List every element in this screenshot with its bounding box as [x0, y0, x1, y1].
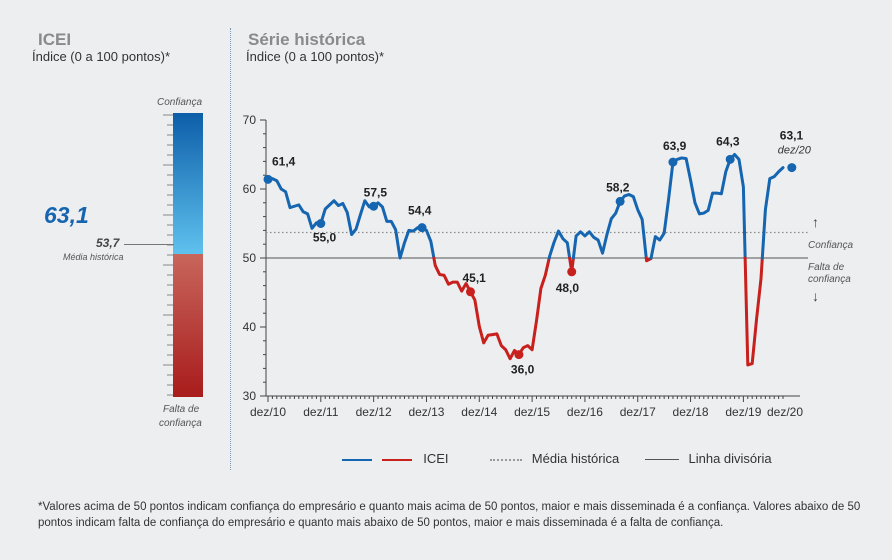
line-chart: 30 40 50 60 70 dez/10 dez/11 dez/12 dez/13 dez/14…	[243, 113, 812, 419]
annotation-label: 61,4	[272, 154, 296, 168]
gauge-bar	[173, 113, 203, 397]
confidence-label: Confiança	[808, 240, 854, 251]
icei-line-confidence	[547, 229, 572, 260]
annotation-label: 57,5	[364, 185, 388, 199]
annotation-label: 58,2	[606, 180, 630, 194]
left-panel-title: ICEI	[38, 30, 72, 49]
legend-mean-swatch	[490, 458, 523, 461]
y-tick-label: 30	[243, 389, 257, 403]
annotation-label: 36,0	[511, 363, 535, 377]
x-tick-label: dez/13	[408, 405, 444, 419]
legend-icei-label: ICEI	[423, 451, 449, 466]
annotation-label: 55,0	[313, 231, 337, 245]
annotation-marker	[725, 154, 735, 164]
x-tick-label: dez/11	[303, 405, 338, 419]
legend-icei-swatch-blue	[342, 458, 372, 461]
gauge-ticks	[163, 114, 173, 396]
gauge-bottom-label-1: Falta de	[163, 404, 200, 415]
annotation-sublabel: dez/20	[778, 145, 812, 157]
icei-line-confidence	[266, 177, 436, 260]
icei-line-lack	[743, 256, 764, 367]
gauge-top-label: Confiança	[157, 97, 203, 108]
annotation-label: 48,0	[556, 281, 580, 295]
y-tick-label: 60	[243, 182, 257, 196]
annotation-marker	[514, 350, 524, 360]
legend-mean-label: Média histórica	[531, 451, 620, 466]
annotation-label: 64,3	[716, 134, 740, 148]
x-tick-label: dez/14	[461, 405, 497, 419]
x-tick-label: dez/10	[250, 405, 286, 419]
legend-icei-swatch-red	[381, 458, 412, 461]
x-tick-label: dez/12	[356, 405, 392, 419]
annotation-marker	[787, 163, 797, 173]
annotation-label: 63,9	[663, 139, 687, 153]
historical-mean-value: 53,7	[96, 236, 120, 250]
gauge-confidence-zone	[173, 113, 203, 254]
annotation-label: 63,1	[780, 129, 804, 143]
legend-divider-label: Linha divisória	[688, 451, 772, 466]
gauge-lack-zone	[173, 254, 203, 397]
current-value: 63,1	[44, 202, 89, 228]
panel-divider	[230, 28, 231, 470]
lack-label-1: Falta de	[808, 262, 845, 273]
historical-mean-pointer	[124, 244, 174, 245]
annotation-label: 45,1	[462, 271, 486, 285]
icei-line-lack	[432, 256, 551, 361]
chart-subtitle: Índice (0 a 100 pontos)*	[246, 49, 385, 64]
lack-label-2: confiança	[808, 274, 851, 285]
annotation-marker	[668, 157, 678, 167]
annotation-marker	[316, 219, 326, 228]
icei-line-confidence	[571, 193, 648, 260]
legend-divider-swatch	[644, 459, 679, 461]
up-arrow-icon: ↑	[812, 214, 819, 230]
annotation-marker	[615, 196, 625, 206]
gauge-bottom-label-2: confiança	[159, 418, 202, 429]
x-tick-label: dez/17	[620, 405, 656, 419]
x-tick-label: dez/18	[673, 405, 709, 419]
annotation-marker	[567, 267, 577, 277]
annotation-marker	[417, 223, 427, 233]
footnote: *Valores acima de 50 pontos indicam conf…	[38, 501, 861, 529]
y-tick-label: 70	[243, 113, 257, 127]
chart-title: Série histórica	[248, 30, 366, 49]
y-tick-label: 50	[243, 251, 257, 265]
annotation-label: 54,4	[408, 204, 432, 218]
y-tick-label: 40	[243, 320, 257, 334]
x-tick-label: dez/15	[514, 405, 550, 419]
left-panel-subtitle: Índice (0 a 100 pontos)*	[32, 49, 171, 64]
down-arrow-icon: ↓	[812, 288, 819, 304]
x-tick-label: dez/16	[567, 405, 603, 419]
x-tick-label: dez/19	[725, 405, 761, 419]
x-tick-label: dez/20	[767, 405, 803, 419]
historical-mean-label: Média histórica	[63, 252, 124, 262]
annotation-marker	[465, 287, 475, 297]
annotation-marker	[263, 174, 273, 184]
legend: ICEI Média histórica Linha divisória	[342, 451, 772, 466]
icei-line-confidence	[760, 166, 785, 260]
annotation-marker	[369, 201, 379, 211]
icei-line-confidence	[649, 153, 747, 260]
